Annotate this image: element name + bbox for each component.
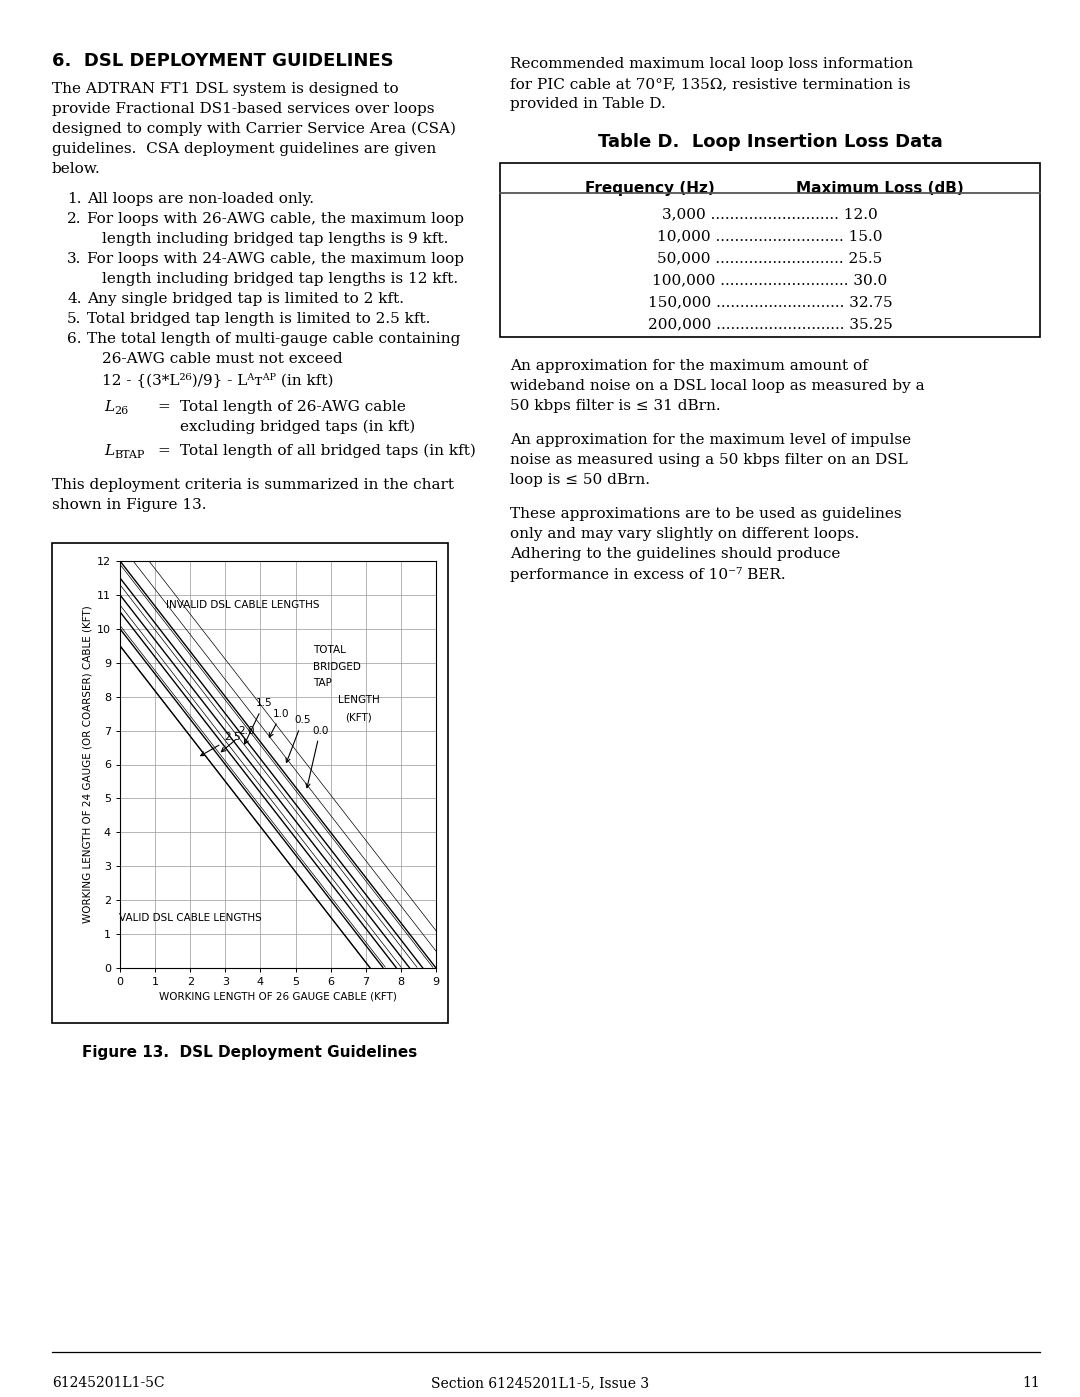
Text: An approximation for the maximum level of impulse: An approximation for the maximum level o… (510, 433, 912, 447)
Text: noise as measured using a 50 kbps filter on an DSL: noise as measured using a 50 kbps filter… (510, 453, 908, 467)
Text: Maximum Loss (dB): Maximum Loss (dB) (796, 182, 963, 196)
Text: 0.0: 0.0 (306, 725, 328, 788)
Text: 3.: 3. (67, 251, 81, 265)
Text: 5.: 5. (67, 312, 81, 326)
Text: 3,000 ........................... 12.0: 3,000 ........................... 12.0 (662, 207, 878, 221)
Text: Total bridged tap length is limited to 2.5 kft.: Total bridged tap length is limited to 2… (87, 312, 430, 326)
Text: BRIDGED: BRIDGED (313, 662, 361, 672)
Text: for PIC cable at 70°F, 135Ω, resistive termination is: for PIC cable at 70°F, 135Ω, resistive t… (510, 77, 910, 91)
Text: This deployment criteria is summarized in the chart: This deployment criteria is summarized i… (52, 478, 454, 492)
Text: VALID DSL CABLE LENGTHS: VALID DSL CABLE LENGTHS (119, 912, 261, 922)
Text: excluding bridged taps (in kft): excluding bridged taps (in kft) (180, 420, 415, 434)
Text: designed to comply with Carrier Service Area (CSA): designed to comply with Carrier Service … (52, 122, 456, 137)
Text: Total length of 26-AWG cable: Total length of 26-AWG cable (180, 400, 406, 414)
Y-axis label: WORKING LENGTH OF 24 GAUGE (OR COARSER) CABLE (KFT): WORKING LENGTH OF 24 GAUGE (OR COARSER) … (83, 606, 93, 923)
Text: (KFT): (KFT) (345, 712, 372, 722)
Text: 150,000 ........................... 32.75: 150,000 ........................... 32.7… (648, 295, 892, 309)
Text: For loops with 24-AWG cable, the maximum loop: For loops with 24-AWG cable, the maximum… (87, 251, 464, 265)
Text: 6.: 6. (67, 332, 81, 346)
Text: Any single bridged tap is limited to 2 kft.: Any single bridged tap is limited to 2 k… (87, 292, 404, 306)
Text: BTAP: BTAP (114, 450, 145, 460)
Text: provided in Table D.: provided in Table D. (510, 96, 665, 110)
Text: Table D.  Loop Insertion Loss Data: Table D. Loop Insertion Loss Data (597, 133, 943, 151)
Text: L: L (104, 444, 114, 458)
Text: 1.5: 1.5 (244, 698, 272, 745)
Text: performance in excess of 10⁻⁷ BER.: performance in excess of 10⁻⁷ BER. (510, 567, 785, 583)
Text: 100,000 ........................... 30.0: 100,000 ........................... 30.0 (652, 272, 888, 286)
Text: 26: 26 (114, 407, 129, 416)
Text: Recommended maximum local loop loss information: Recommended maximum local loop loss info… (510, 57, 913, 71)
Text: 2.5: 2.5 (201, 732, 241, 756)
Text: wideband noise on a DSL local loop as measured by a: wideband noise on a DSL local loop as me… (510, 379, 924, 393)
Text: Frequency (Hz): Frequency (Hz) (585, 182, 715, 196)
Text: LENGTH: LENGTH (338, 696, 379, 705)
Text: 10,000 ........................... 15.0: 10,000 ........................... 15.0 (658, 229, 882, 243)
Text: L: L (104, 400, 114, 414)
Text: INVALID DSL CABLE LENGTHS: INVALID DSL CABLE LENGTHS (166, 601, 320, 610)
X-axis label: WORKING LENGTH OF 26 GAUGE CABLE (KFT): WORKING LENGTH OF 26 GAUGE CABLE (KFT) (159, 992, 397, 1002)
Text: 6.  DSL DEPLOYMENT GUIDELINES: 6. DSL DEPLOYMENT GUIDELINES (52, 52, 393, 70)
Text: Section 61245201L1-5, Issue 3: Section 61245201L1-5, Issue 3 (431, 1376, 649, 1390)
Bar (52, 543, 448, 1023)
Text: length including bridged tap lengths is 9 kft.: length including bridged tap lengths is … (102, 232, 448, 246)
Text: For loops with 26-AWG cable, the maximum loop: For loops with 26-AWG cable, the maximum… (87, 212, 464, 226)
Text: only and may vary slightly on different loops.: only and may vary slightly on different … (510, 527, 860, 541)
Text: 61245201L1-5C: 61245201L1-5C (52, 1376, 164, 1390)
Text: 11: 11 (1023, 1376, 1040, 1390)
Text: The total length of multi-gauge cable containing: The total length of multi-gauge cable co… (87, 332, 460, 346)
Text: Total length of all bridged taps (in kft): Total length of all bridged taps (in kft… (180, 444, 476, 458)
Text: TAP: TAP (313, 679, 332, 689)
Bar (500, 163, 1040, 337)
Text: below.: below. (52, 162, 100, 176)
Text: Adhering to the guidelines should produce: Adhering to the guidelines should produc… (510, 548, 840, 562)
Text: 4.: 4. (67, 292, 81, 306)
Text: 26-AWG cable must not exceed: 26-AWG cable must not exceed (102, 352, 342, 366)
Text: All loops are non-loaded only.: All loops are non-loaded only. (87, 191, 314, 205)
Text: 1.: 1. (67, 191, 81, 205)
Text: 12 - {(3*L²⁶)/9} - Lᴬᴛᴬᴾ (in kft): 12 - {(3*L²⁶)/9} - Lᴬᴛᴬᴾ (in kft) (102, 372, 334, 387)
Text: shown in Figure 13.: shown in Figure 13. (52, 497, 206, 511)
Text: TOTAL: TOTAL (313, 644, 346, 655)
Text: An approximation for the maximum amount of: An approximation for the maximum amount … (510, 359, 867, 373)
Text: 2.0: 2.0 (221, 725, 255, 752)
Text: The ADTRAN FT1 DSL system is designed to: The ADTRAN FT1 DSL system is designed to (52, 82, 399, 96)
Text: 0.5: 0.5 (286, 715, 311, 763)
Text: 200,000 ........................... 35.25: 200,000 ........................... 35.2… (648, 317, 892, 331)
Text: length including bridged tap lengths is 12 kft.: length including bridged tap lengths is … (102, 272, 458, 286)
Text: loop is ≤ 50 dBrn.: loop is ≤ 50 dBrn. (510, 474, 650, 488)
Text: 2.: 2. (67, 212, 81, 226)
Text: =: = (157, 444, 170, 458)
Text: These approximations are to be used as guidelines: These approximations are to be used as g… (510, 507, 902, 521)
Text: guidelines.  CSA deployment guidelines are given: guidelines. CSA deployment guidelines ar… (52, 142, 436, 156)
Text: =: = (157, 400, 170, 414)
Text: provide Fractional DS1-based services over loops: provide Fractional DS1-based services ov… (52, 102, 434, 116)
Text: 50 kbps filter is ≤ 31 dBrn.: 50 kbps filter is ≤ 31 dBrn. (510, 400, 720, 414)
Text: 1.0: 1.0 (269, 708, 289, 738)
Text: 50,000 ........................... 25.5: 50,000 ........................... 25.5 (658, 251, 882, 265)
Text: Figure 13.  DSL Deployment Guidelines: Figure 13. DSL Deployment Guidelines (82, 1045, 418, 1060)
